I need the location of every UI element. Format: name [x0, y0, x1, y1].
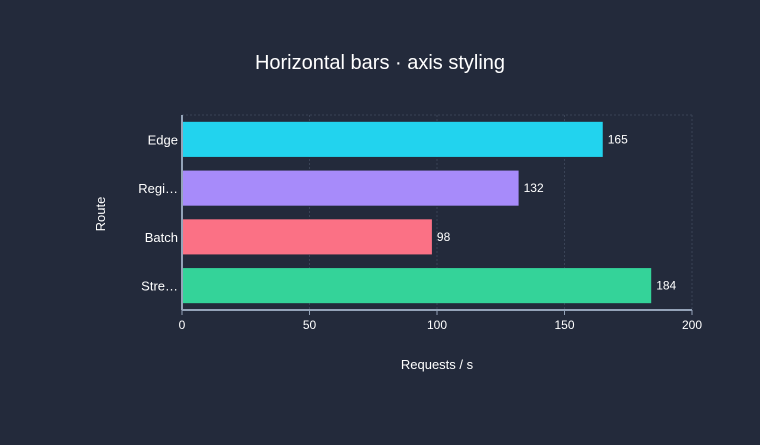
y-tick-label: Stre…	[141, 279, 178, 294]
x-tick-label: 150	[554, 318, 574, 332]
y-tick-label: Edge	[148, 132, 178, 147]
x-tick-label: 0	[179, 318, 186, 332]
bar	[182, 121, 603, 157]
x-tick-label: 200	[682, 318, 702, 332]
bar	[182, 219, 432, 255]
y-tick-label: Batch	[145, 230, 178, 245]
x-axis-title: Requests / s	[401, 357, 474, 372]
x-tick-label: 50	[303, 318, 317, 332]
bar	[182, 268, 652, 304]
bar-value-label: 98	[437, 230, 451, 244]
y-tick-label: Regi…	[138, 181, 178, 196]
axes: 0 50 100 150 200 Edge Regi… Batch Stre…	[138, 115, 702, 332]
y-axis-title: Route	[93, 197, 108, 232]
bar-value-label: 132	[524, 181, 544, 195]
bar	[182, 170, 519, 206]
bar-value-label: 184	[656, 279, 676, 293]
bar-value-label: 165	[608, 132, 628, 146]
bars: 165 132 98 184	[182, 121, 677, 304]
x-tick-label: 100	[427, 318, 447, 332]
chart-title: Horizontal bars · axis styling	[255, 52, 505, 74]
